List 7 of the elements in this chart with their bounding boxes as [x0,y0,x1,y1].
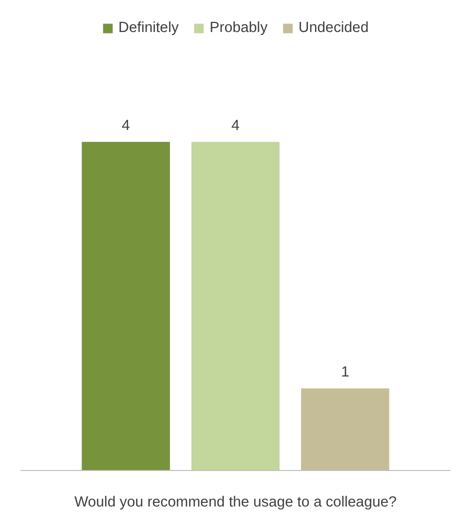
data-label: 4 [122,118,130,134]
legend-label: Undecided [298,20,369,36]
data-label: 1 [341,364,350,380]
legend-label: Definitely [118,20,179,36]
legend-label: Probably [210,20,268,36]
data-label: 4 [231,118,240,134]
x-axis-title: Would you recommend the usage to a colleague? [74,494,397,510]
